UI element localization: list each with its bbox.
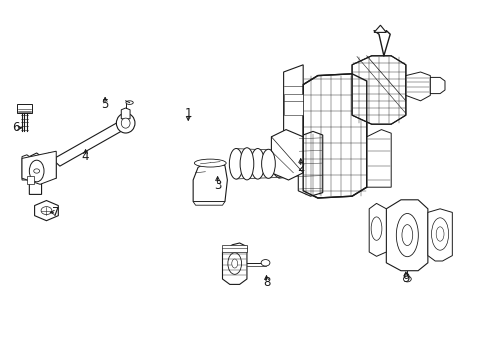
Ellipse shape <box>29 160 44 182</box>
Polygon shape <box>373 25 386 32</box>
Polygon shape <box>53 121 128 166</box>
Ellipse shape <box>231 259 237 268</box>
Ellipse shape <box>370 217 381 240</box>
Ellipse shape <box>240 148 253 180</box>
Polygon shape <box>17 104 32 113</box>
Ellipse shape <box>194 159 225 167</box>
Ellipse shape <box>401 225 412 246</box>
Ellipse shape <box>227 253 241 274</box>
Polygon shape <box>368 203 386 256</box>
Polygon shape <box>351 56 405 124</box>
Text: 8: 8 <box>262 276 270 289</box>
Ellipse shape <box>41 207 52 215</box>
Polygon shape <box>22 151 56 184</box>
Text: 6: 6 <box>12 121 20 134</box>
Ellipse shape <box>430 218 448 250</box>
Text: 4: 4 <box>81 150 89 163</box>
Ellipse shape <box>403 276 410 282</box>
Ellipse shape <box>125 101 133 104</box>
Polygon shape <box>405 72 429 101</box>
Polygon shape <box>27 176 34 184</box>
Text: 9: 9 <box>401 273 409 285</box>
Polygon shape <box>22 155 29 180</box>
Polygon shape <box>283 65 303 137</box>
Ellipse shape <box>261 260 269 266</box>
Polygon shape <box>222 245 246 252</box>
Polygon shape <box>271 130 303 180</box>
Ellipse shape <box>229 148 243 179</box>
Ellipse shape <box>34 169 40 173</box>
Polygon shape <box>193 160 227 202</box>
Ellipse shape <box>116 113 135 133</box>
Text: 7: 7 <box>52 206 60 219</box>
Polygon shape <box>298 131 322 196</box>
Text: 1: 1 <box>184 107 192 120</box>
Polygon shape <box>429 77 444 94</box>
Polygon shape <box>222 243 246 284</box>
Ellipse shape <box>121 118 130 128</box>
Polygon shape <box>283 94 303 115</box>
Text: 2: 2 <box>296 161 304 174</box>
Ellipse shape <box>250 148 264 179</box>
Ellipse shape <box>271 150 285 177</box>
Polygon shape <box>29 153 41 194</box>
Polygon shape <box>366 130 390 187</box>
Polygon shape <box>193 202 224 205</box>
Ellipse shape <box>435 227 443 241</box>
Ellipse shape <box>395 213 418 257</box>
Text: 5: 5 <box>101 98 109 111</box>
Polygon shape <box>303 74 366 198</box>
Polygon shape <box>41 153 56 178</box>
Text: 3: 3 <box>213 179 221 192</box>
Polygon shape <box>121 108 130 119</box>
Polygon shape <box>35 201 58 221</box>
Ellipse shape <box>261 149 275 178</box>
Polygon shape <box>427 209 451 261</box>
Polygon shape <box>386 200 427 271</box>
